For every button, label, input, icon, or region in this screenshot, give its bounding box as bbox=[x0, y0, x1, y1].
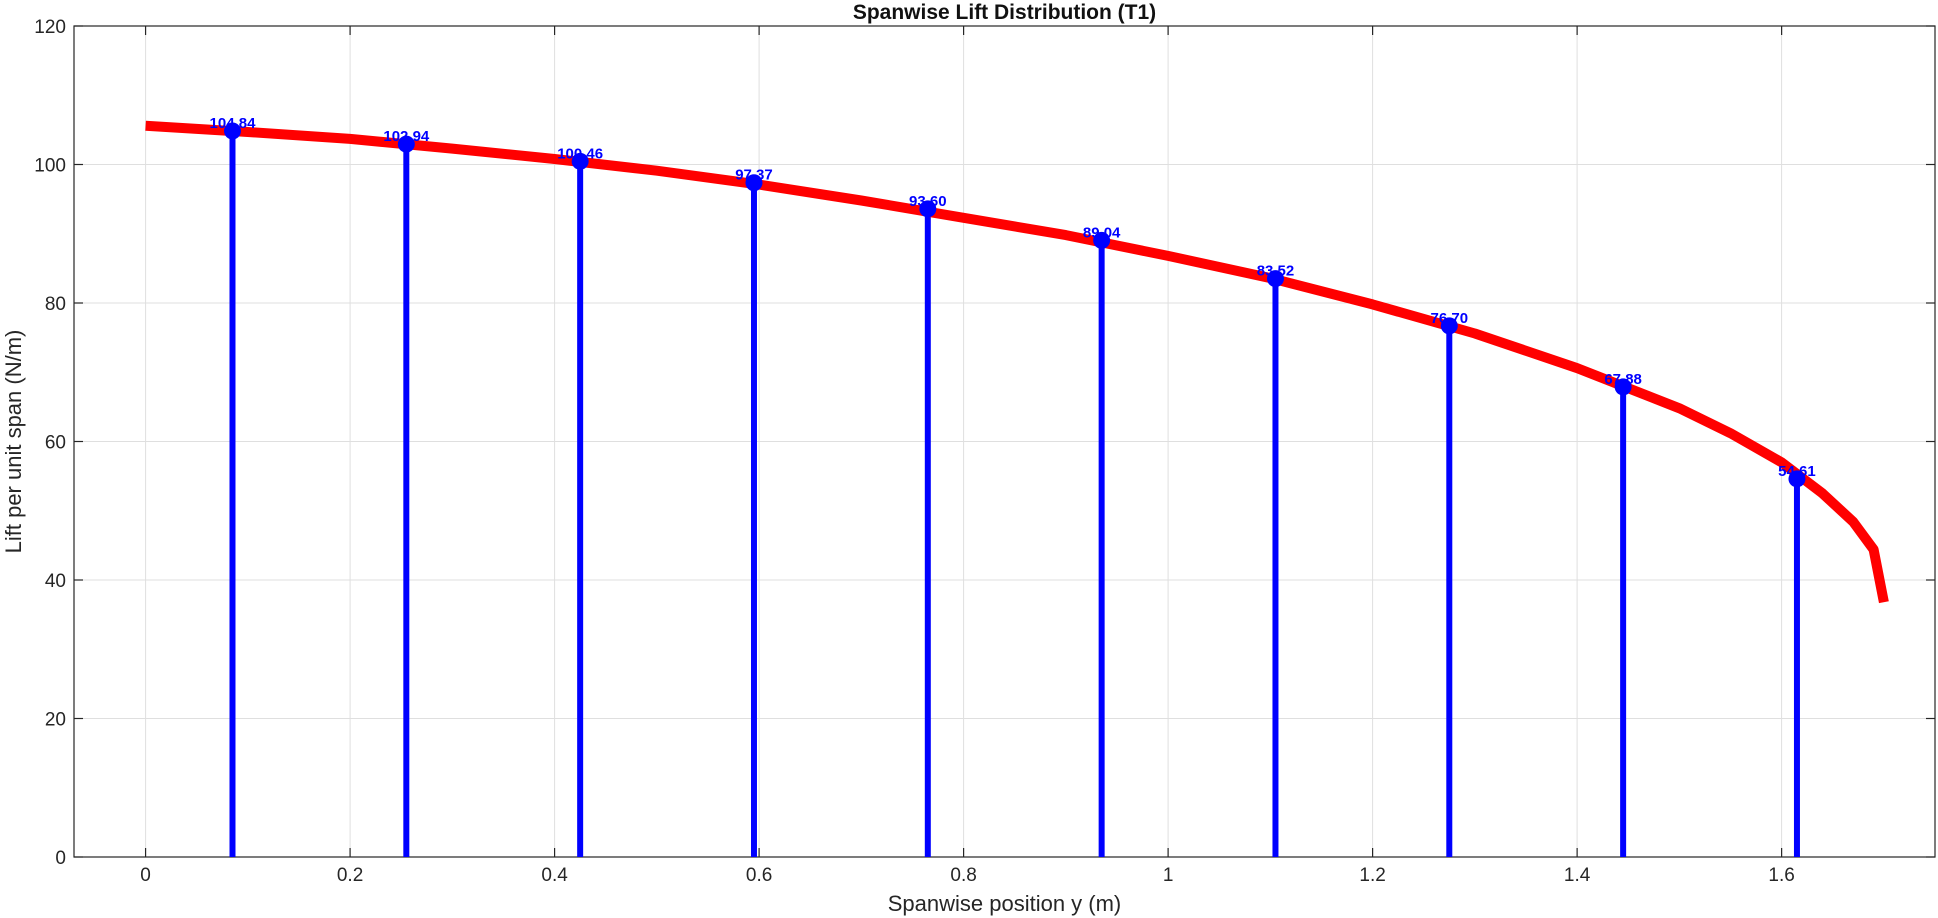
x-axis-label: Spanwise position y (m) bbox=[888, 891, 1122, 916]
y-tick-label: 40 bbox=[45, 571, 66, 592]
data-label: 83.52 bbox=[1257, 263, 1295, 280]
data-label: 102.94 bbox=[383, 128, 430, 145]
stem-marker bbox=[1266, 270, 1284, 288]
x-tick-label: 0.4 bbox=[541, 865, 568, 886]
data-label: 104.84 bbox=[210, 115, 257, 132]
x-tick-label: 0.6 bbox=[746, 865, 772, 886]
data-layer: 104.84 102.94 100.46 97.37 93.60 89.04 83.52 76… bbox=[145, 115, 1889, 857]
stem-marker bbox=[1614, 378, 1632, 396]
stem-marker bbox=[397, 135, 415, 153]
y-tick-label: 120 bbox=[34, 17, 66, 38]
data-label: 54.61 bbox=[1778, 463, 1816, 480]
x-tick-label: 0 bbox=[140, 865, 151, 886]
stem-marker bbox=[1440, 317, 1458, 335]
y-tick-label: 0 bbox=[55, 848, 66, 869]
x-tick-label: 0.2 bbox=[337, 865, 363, 886]
axis-ticks: 0 0.2 0.4 0.6 0.8 1 1.2 1.4 1.6 0 20 40 60 80 100 120 bbox=[34, 17, 1935, 886]
stem-marker bbox=[919, 200, 937, 218]
data-label: 93.60 bbox=[909, 193, 947, 210]
x-tick-label: 1 bbox=[1163, 865, 1174, 886]
data-label: 76.70 bbox=[1431, 310, 1469, 327]
y-axis-label: Lift per unit span (N/m) bbox=[1, 330, 26, 554]
x-tick-label: 0.8 bbox=[950, 865, 976, 886]
stem-marker bbox=[1093, 231, 1111, 249]
data-label: 89.04 bbox=[1083, 224, 1121, 241]
data-label: 67.88 bbox=[1604, 371, 1642, 388]
x-tick-label: 1.4 bbox=[1564, 865, 1591, 886]
stem-marker bbox=[745, 174, 763, 192]
x-tick-label: 1.6 bbox=[1768, 865, 1794, 886]
y-tick-label: 20 bbox=[45, 710, 66, 731]
stem-marker bbox=[1788, 470, 1806, 488]
stem-marker bbox=[571, 152, 589, 170]
data-label: 100.46 bbox=[557, 145, 603, 162]
stem-marker bbox=[223, 122, 241, 140]
y-tick-label: 60 bbox=[45, 433, 66, 454]
y-tick-label: 100 bbox=[34, 156, 66, 177]
y-tick-label: 80 bbox=[45, 294, 66, 315]
x-tick-label: 1.2 bbox=[1359, 865, 1385, 886]
data-label: 97.37 bbox=[735, 167, 773, 184]
chart-title: Spanwise Lift Distribution (T1) bbox=[853, 1, 1156, 24]
